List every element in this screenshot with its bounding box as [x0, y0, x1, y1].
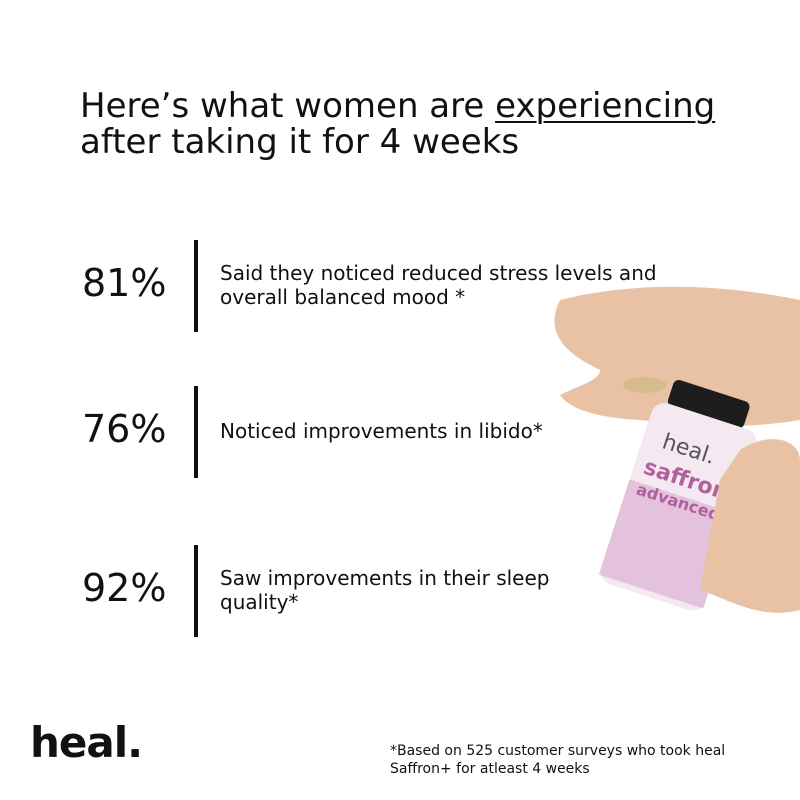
stat-value: 76% — [82, 407, 167, 451]
bottle-cap — [667, 380, 750, 429]
divider — [194, 240, 198, 332]
title-line: after taking it for 4 weeks — [80, 122, 520, 162]
bottle-label — [598, 479, 735, 609]
stat-value: 92% — [82, 566, 167, 610]
stat-description: Said they noticed reduced stress levels … — [220, 261, 657, 285]
stat-description: quality* — [220, 590, 299, 614]
title-underlined: experiencing — [495, 86, 716, 126]
stat-description: Noticed improvements in libido* — [220, 419, 543, 443]
hand-top — [554, 286, 800, 426]
logo: heal. — [30, 718, 143, 767]
stat-value: 81% — [82, 261, 167, 305]
capsule — [623, 377, 667, 393]
footnote-line: Saffron+ for atleast 4 weeks — [390, 761, 590, 777]
divider — [194, 545, 198, 637]
title: Here’s what women are experiencing — [80, 88, 715, 124]
hand-bottom — [700, 439, 800, 613]
footnote-line: *Based on 525 customer surveys who took … — [390, 743, 726, 759]
divider — [194, 386, 198, 478]
stat-description: Saw improvements in their sleep — [220, 566, 550, 590]
footnote: *Based on 525 customer surveys who took … — [390, 742, 725, 778]
title-text: Here’s what women are — [80, 86, 496, 126]
stat-description: overall balanced mood * — [220, 285, 466, 309]
